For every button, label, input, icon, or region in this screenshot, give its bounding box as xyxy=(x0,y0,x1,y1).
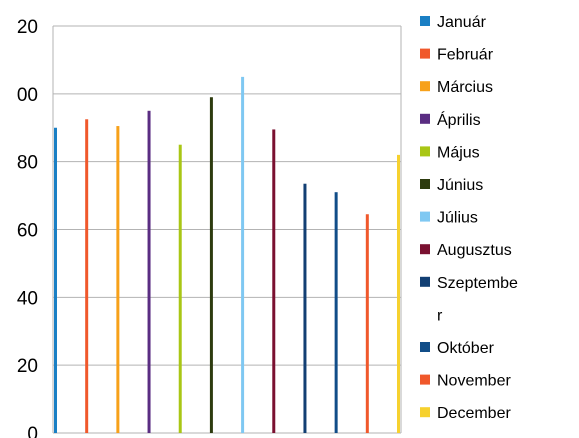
y-axis-tick-labels: 0 20 40 60 80 00 20 xyxy=(17,17,38,438)
bars xyxy=(54,76,400,434)
bar xyxy=(334,192,338,433)
legend-swatch xyxy=(420,276,430,287)
legend-swatch xyxy=(420,244,430,255)
bar xyxy=(178,144,182,434)
legend-label: Február xyxy=(437,47,494,64)
legend-label: Október xyxy=(437,340,495,357)
legend-label: Április xyxy=(437,110,481,129)
y-tick-label: 60 xyxy=(17,221,38,242)
legend-swatch xyxy=(420,146,430,157)
legend-swatch xyxy=(420,48,430,59)
y-tick-label: 00 xyxy=(17,85,38,106)
gridlines xyxy=(52,25,402,434)
bar xyxy=(397,154,400,433)
bar xyxy=(209,97,213,433)
legend-label: Január xyxy=(437,14,487,31)
bar xyxy=(365,214,369,433)
y-tick-label: 40 xyxy=(17,288,38,309)
legend-label-wrap: r xyxy=(437,307,443,324)
y-tick-label: 0 xyxy=(27,424,38,438)
legend-label: Május xyxy=(437,144,480,161)
bar xyxy=(116,126,120,433)
bar xyxy=(54,127,57,433)
legend-label: November xyxy=(437,373,511,390)
bar xyxy=(303,183,307,433)
bar xyxy=(147,110,151,434)
legend-label: Június xyxy=(437,177,483,194)
legend-swatch xyxy=(420,16,430,26)
legend-label: Július xyxy=(437,210,478,227)
legend-swatch xyxy=(420,342,430,352)
y-tick-label: 20 xyxy=(17,356,38,377)
legend-swatch xyxy=(420,113,430,124)
bar xyxy=(241,76,245,433)
legend-swatch xyxy=(420,374,430,385)
legend-swatch xyxy=(420,407,430,418)
legend-label: Március xyxy=(437,79,493,96)
y-tick-label: 20 xyxy=(17,17,38,38)
y-tick-label: 80 xyxy=(17,153,38,174)
bar xyxy=(272,129,276,433)
legend-swatch xyxy=(420,211,430,222)
legend-label: Szeptembe xyxy=(437,275,518,292)
legend-swatch xyxy=(420,81,430,92)
legend: Január Február Március Április Május Június Jú… xyxy=(420,14,518,422)
legend-label: Augusztus xyxy=(437,242,512,259)
bar xyxy=(85,119,89,433)
legend-swatch xyxy=(420,179,430,189)
legend-label: December xyxy=(437,405,511,422)
